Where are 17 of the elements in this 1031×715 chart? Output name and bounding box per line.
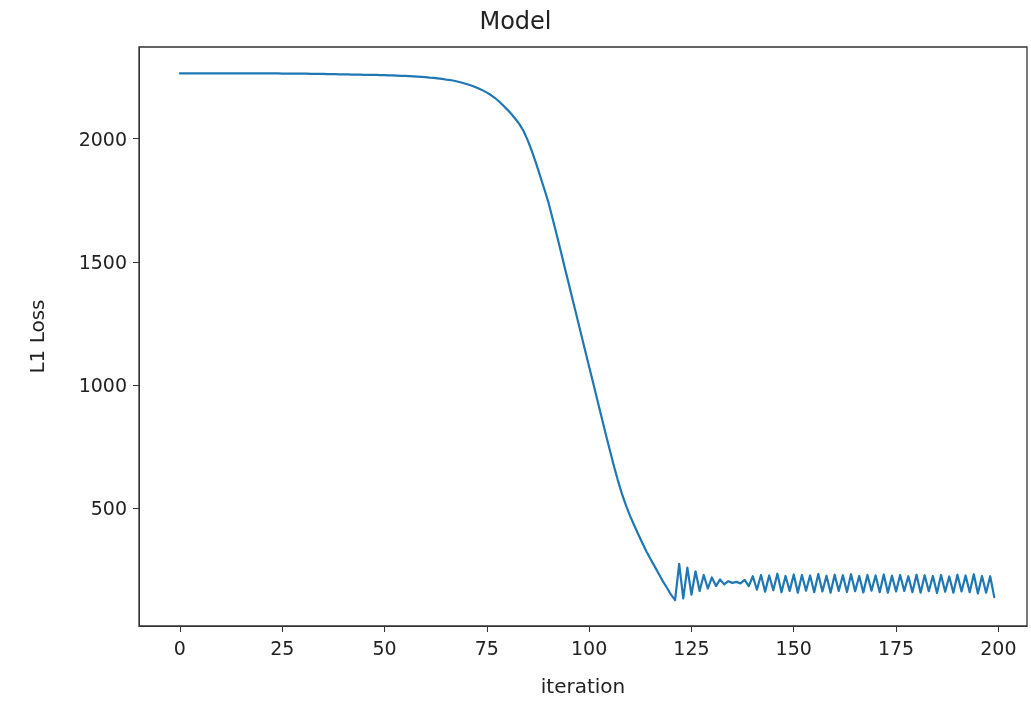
x-tick-label: 25 — [270, 636, 295, 659]
line-series — [178, 72, 996, 602]
y-tick-label: 500 — [90, 497, 127, 520]
y-tick-label: 1000 — [78, 374, 127, 397]
x-tick-label: 125 — [673, 636, 710, 659]
x-tick-label: 175 — [877, 636, 915, 659]
x-axis-title: iteration — [540, 674, 626, 698]
x-tick-label: 75 — [474, 636, 499, 659]
x-tick-label: 100 — [571, 636, 608, 659]
y-tick-label: 2000 — [78, 127, 127, 150]
x-tick-label: 200 — [980, 636, 1017, 659]
chart-title: Model — [479, 7, 552, 35]
x-tick-label: 150 — [775, 636, 812, 659]
x-tick-label: 0 — [173, 636, 186, 659]
y-axis-title: L1 Loss — [25, 299, 49, 374]
y-tick-label: 1500 — [78, 250, 127, 273]
x-tick-label: 50 — [372, 636, 397, 659]
